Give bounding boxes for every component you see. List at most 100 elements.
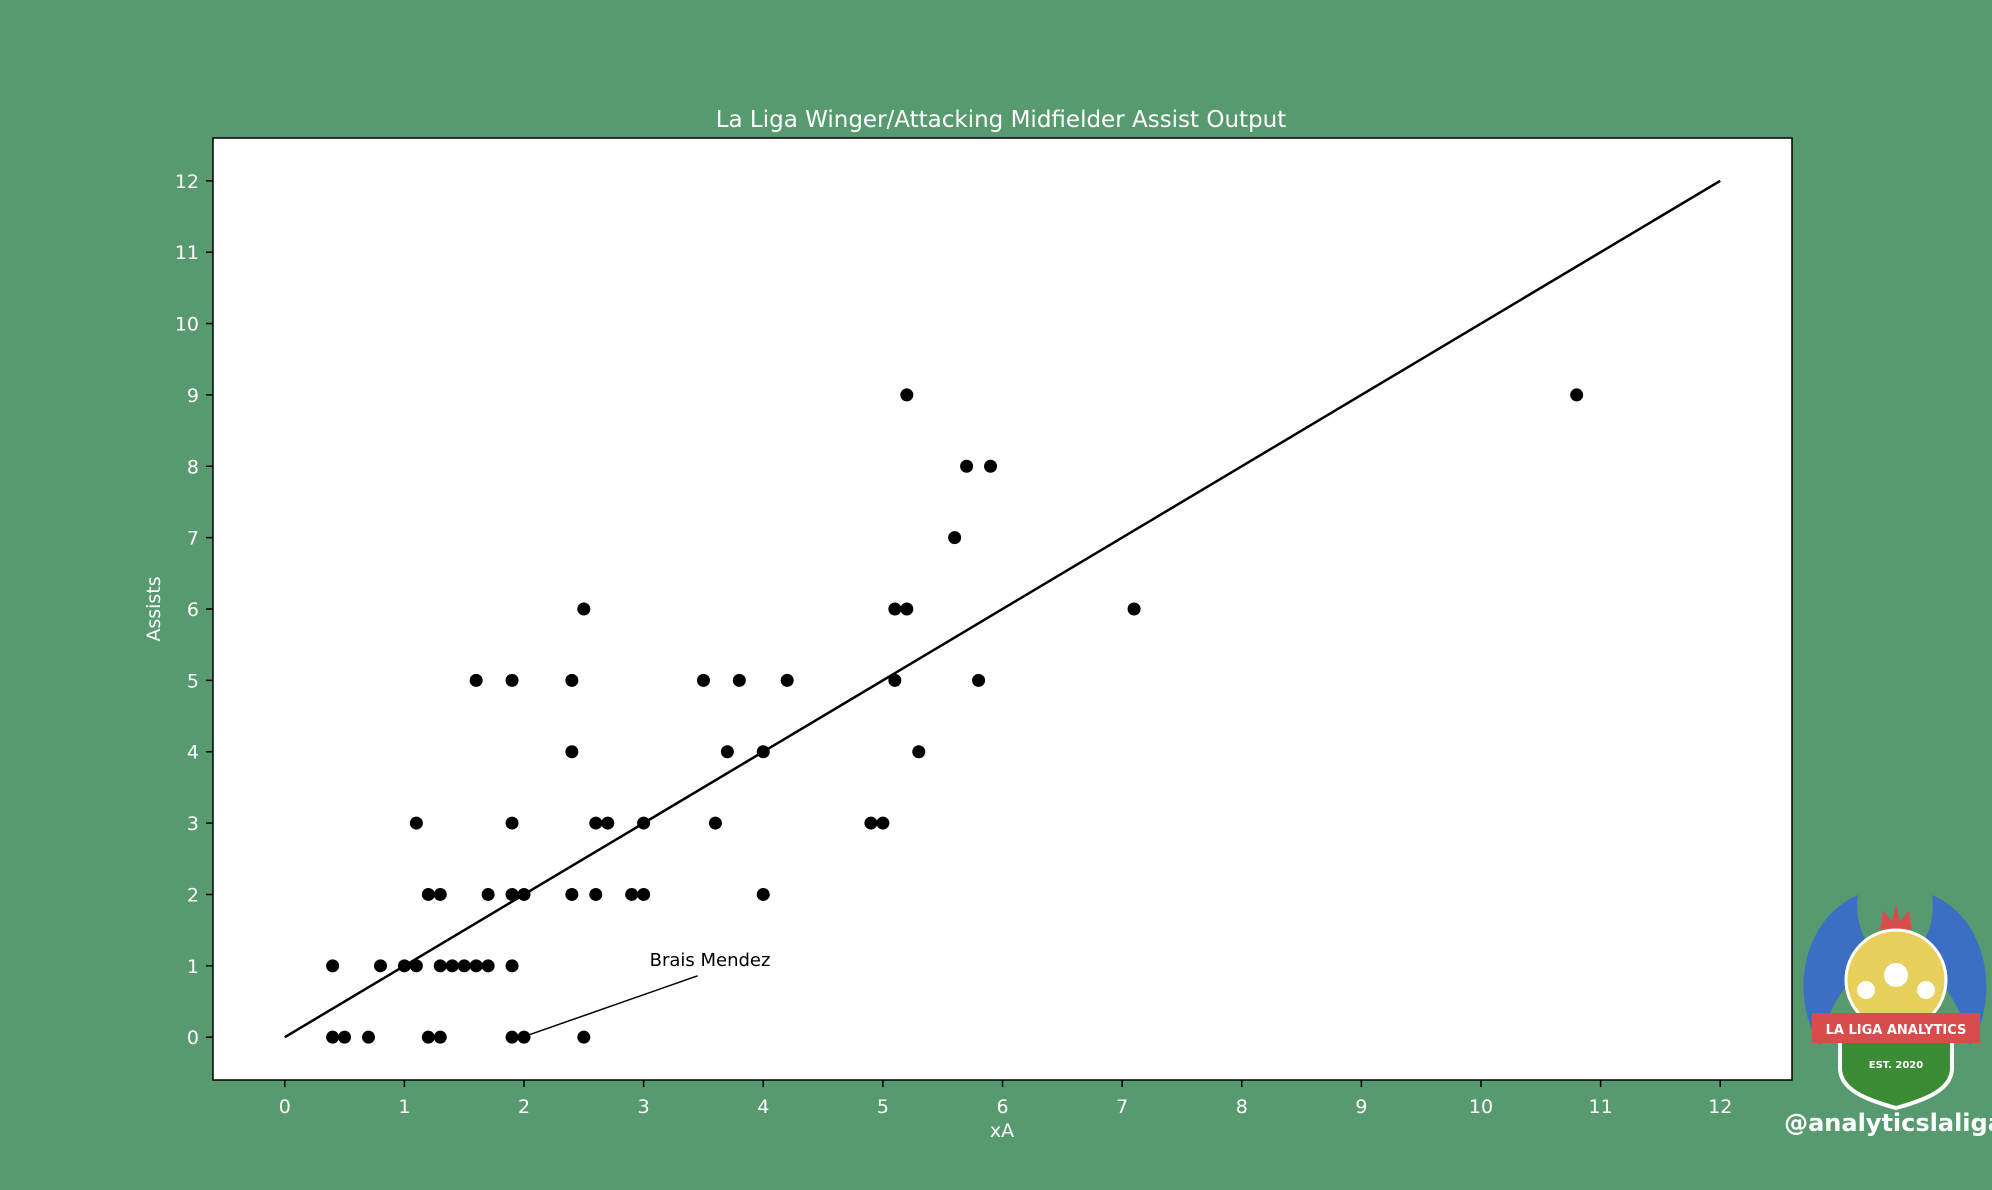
y-tick-label: 4 <box>187 742 199 764</box>
football-patch <box>1857 981 1875 999</box>
scatter-points <box>326 388 1584 1044</box>
data-point <box>326 959 340 973</box>
data-point <box>900 388 914 402</box>
data-point <box>780 673 794 687</box>
data-point <box>1127 602 1141 616</box>
data-point <box>756 745 770 759</box>
x-axis-title: xA <box>990 1120 1014 1142</box>
data-point <box>421 1030 435 1044</box>
data-point <box>469 959 483 973</box>
data-point <box>517 887 531 901</box>
y-tick-label: 0 <box>187 1027 199 1049</box>
data-point <box>589 816 603 830</box>
data-point <box>708 816 722 830</box>
x-tick-label: 7 <box>1116 1096 1128 1118</box>
data-point <box>505 673 519 687</box>
data-point <box>433 887 447 901</box>
y-tick-label: 5 <box>187 670 199 692</box>
data-point <box>457 959 471 973</box>
data-point <box>577 602 591 616</box>
y-tick-label: 2 <box>187 884 199 906</box>
crown-icon <box>1880 904 1912 930</box>
data-point <box>864 816 878 830</box>
data-point <box>373 959 387 973</box>
data-point <box>1570 388 1584 402</box>
banner-ribbon <box>1812 1013 1980 1043</box>
football-patch <box>1917 981 1935 999</box>
data-point <box>469 673 483 687</box>
twitter-handle: @analyticslaliga <box>1784 1109 1992 1137</box>
x-tick-label: 9 <box>1355 1096 1367 1118</box>
right-wing-icon <box>1910 895 1987 1045</box>
x-tick-label: 12 <box>1708 1096 1732 1118</box>
y-tick-label: 12 <box>175 171 199 193</box>
y-tick-label: 9 <box>187 385 199 407</box>
x-tick-label: 8 <box>1236 1096 1248 1118</box>
data-point <box>637 887 651 901</box>
data-point <box>409 816 423 830</box>
data-point <box>481 887 495 901</box>
data-point <box>565 887 579 901</box>
data-point <box>565 745 579 759</box>
annotation-label: Brais Mendez <box>650 950 771 971</box>
shield-icon <box>1838 1038 1954 1111</box>
data-point <box>589 887 603 901</box>
data-point <box>888 602 902 616</box>
data-point <box>505 959 519 973</box>
annotation-leader-line <box>527 975 698 1036</box>
data-point <box>445 959 459 973</box>
data-point <box>505 816 519 830</box>
y-axis-title: Assists <box>143 576 165 641</box>
data-point <box>433 959 447 973</box>
y-tick-label: 3 <box>187 813 199 835</box>
y-tick-label: 1 <box>187 956 199 978</box>
x-axis: 0 1 2 3 4 5 6 7 8 9 10 11 12 <box>279 1080 1732 1118</box>
y-tick-label: 6 <box>187 599 199 621</box>
data-point <box>984 459 998 473</box>
data-point <box>505 1030 519 1044</box>
x-tick-label: 5 <box>877 1096 889 1118</box>
left-wing-icon <box>1803 895 1880 1045</box>
data-point <box>720 745 734 759</box>
x-tick-label: 11 <box>1589 1096 1613 1118</box>
data-point <box>948 531 962 545</box>
data-point <box>481 959 495 973</box>
data-point <box>421 887 435 901</box>
x-tick-label: 1 <box>398 1096 410 1118</box>
x-tick-label: 0 <box>279 1096 291 1118</box>
data-point <box>517 1030 531 1044</box>
data-point <box>409 959 423 973</box>
x-tick-label: 10 <box>1469 1096 1493 1118</box>
data-point <box>326 1030 340 1044</box>
data-point <box>912 745 926 759</box>
data-point <box>338 1030 352 1044</box>
data-point <box>756 887 770 901</box>
data-point <box>577 1030 591 1044</box>
x-tick-label: 2 <box>518 1096 530 1118</box>
data-point <box>876 816 890 830</box>
data-point <box>972 673 986 687</box>
data-point <box>601 816 615 830</box>
x-tick-label: 4 <box>757 1096 769 1118</box>
la-liga-analytics-logo: LA LIGA ANALYTICS EST. 2020 @analyticsla… <box>1784 895 1992 1137</box>
y-tick-label: 10 <box>175 314 199 336</box>
chart-title: La Liga Winger/Attacking Midfielder Assi… <box>716 107 1287 133</box>
y-tick-label: 11 <box>175 242 199 264</box>
data-point <box>888 673 902 687</box>
data-point <box>732 673 746 687</box>
data-point <box>900 602 914 616</box>
logo-est-text: EST. 2020 <box>1869 1060 1923 1071</box>
data-point <box>960 459 974 473</box>
data-point <box>505 887 519 901</box>
data-point <box>433 1030 447 1044</box>
y-tick-label: 7 <box>187 528 199 550</box>
data-point <box>565 673 579 687</box>
x-tick-label: 3 <box>638 1096 650 1118</box>
data-point <box>696 673 710 687</box>
x-tick-label: 6 <box>996 1096 1008 1118</box>
data-point <box>625 887 639 901</box>
data-point <box>397 959 411 973</box>
data-point <box>637 816 651 830</box>
